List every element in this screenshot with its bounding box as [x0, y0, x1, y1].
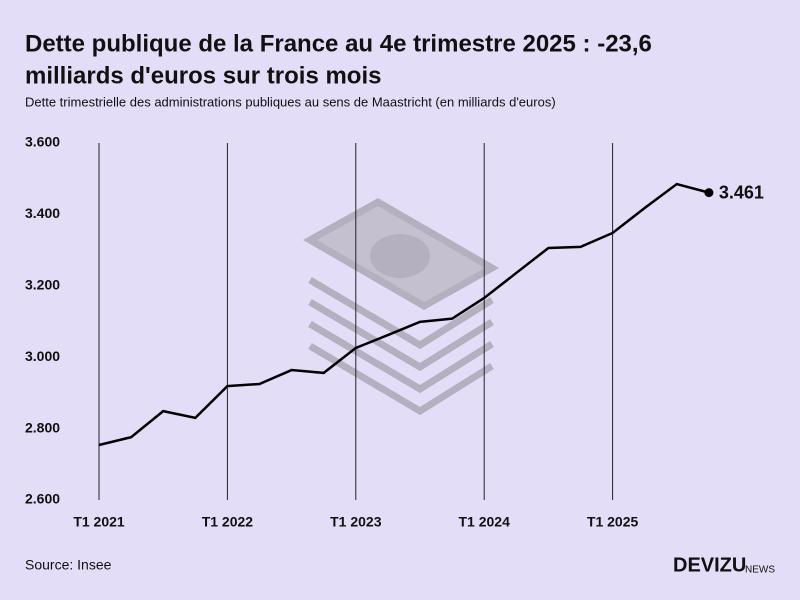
y-tick-label: 2.800: [25, 419, 60, 435]
chart-title: Dette publique de la France au 4e trimes…: [25, 30, 652, 57]
brand-suffix: NEWS: [745, 565, 775, 576]
watermark-icon: €: [302, 197, 500, 416]
chart-title: milliards d'euros sur trois mois: [25, 62, 381, 89]
svg-text:€: €: [393, 241, 407, 271]
x-tick-label: T1 2021: [73, 514, 125, 530]
x-tick-label: T1 2022: [202, 514, 254, 530]
y-tick-label: 3.200: [25, 277, 60, 293]
x-tick-label: T1 2023: [330, 514, 382, 530]
y-tick-label: 3.400: [25, 205, 60, 221]
line: [98, 182, 710, 447]
y-tick-label: 2.600: [25, 491, 60, 507]
brand: DEVIZU: [673, 554, 746, 576]
y-tick-label: 3.000: [25, 348, 60, 364]
chart-subtitle: Dette trimestrielle des administrations …: [25, 94, 556, 109]
value-label: 3.461: [719, 182, 764, 202]
source: Source: Insee: [25, 557, 112, 573]
end-dot: [704, 188, 714, 198]
x-tick-label: T1 2024: [459, 514, 511, 530]
y-tick-label: 3.600: [25, 134, 60, 150]
x-tick-label: T1 2025: [587, 514, 639, 530]
